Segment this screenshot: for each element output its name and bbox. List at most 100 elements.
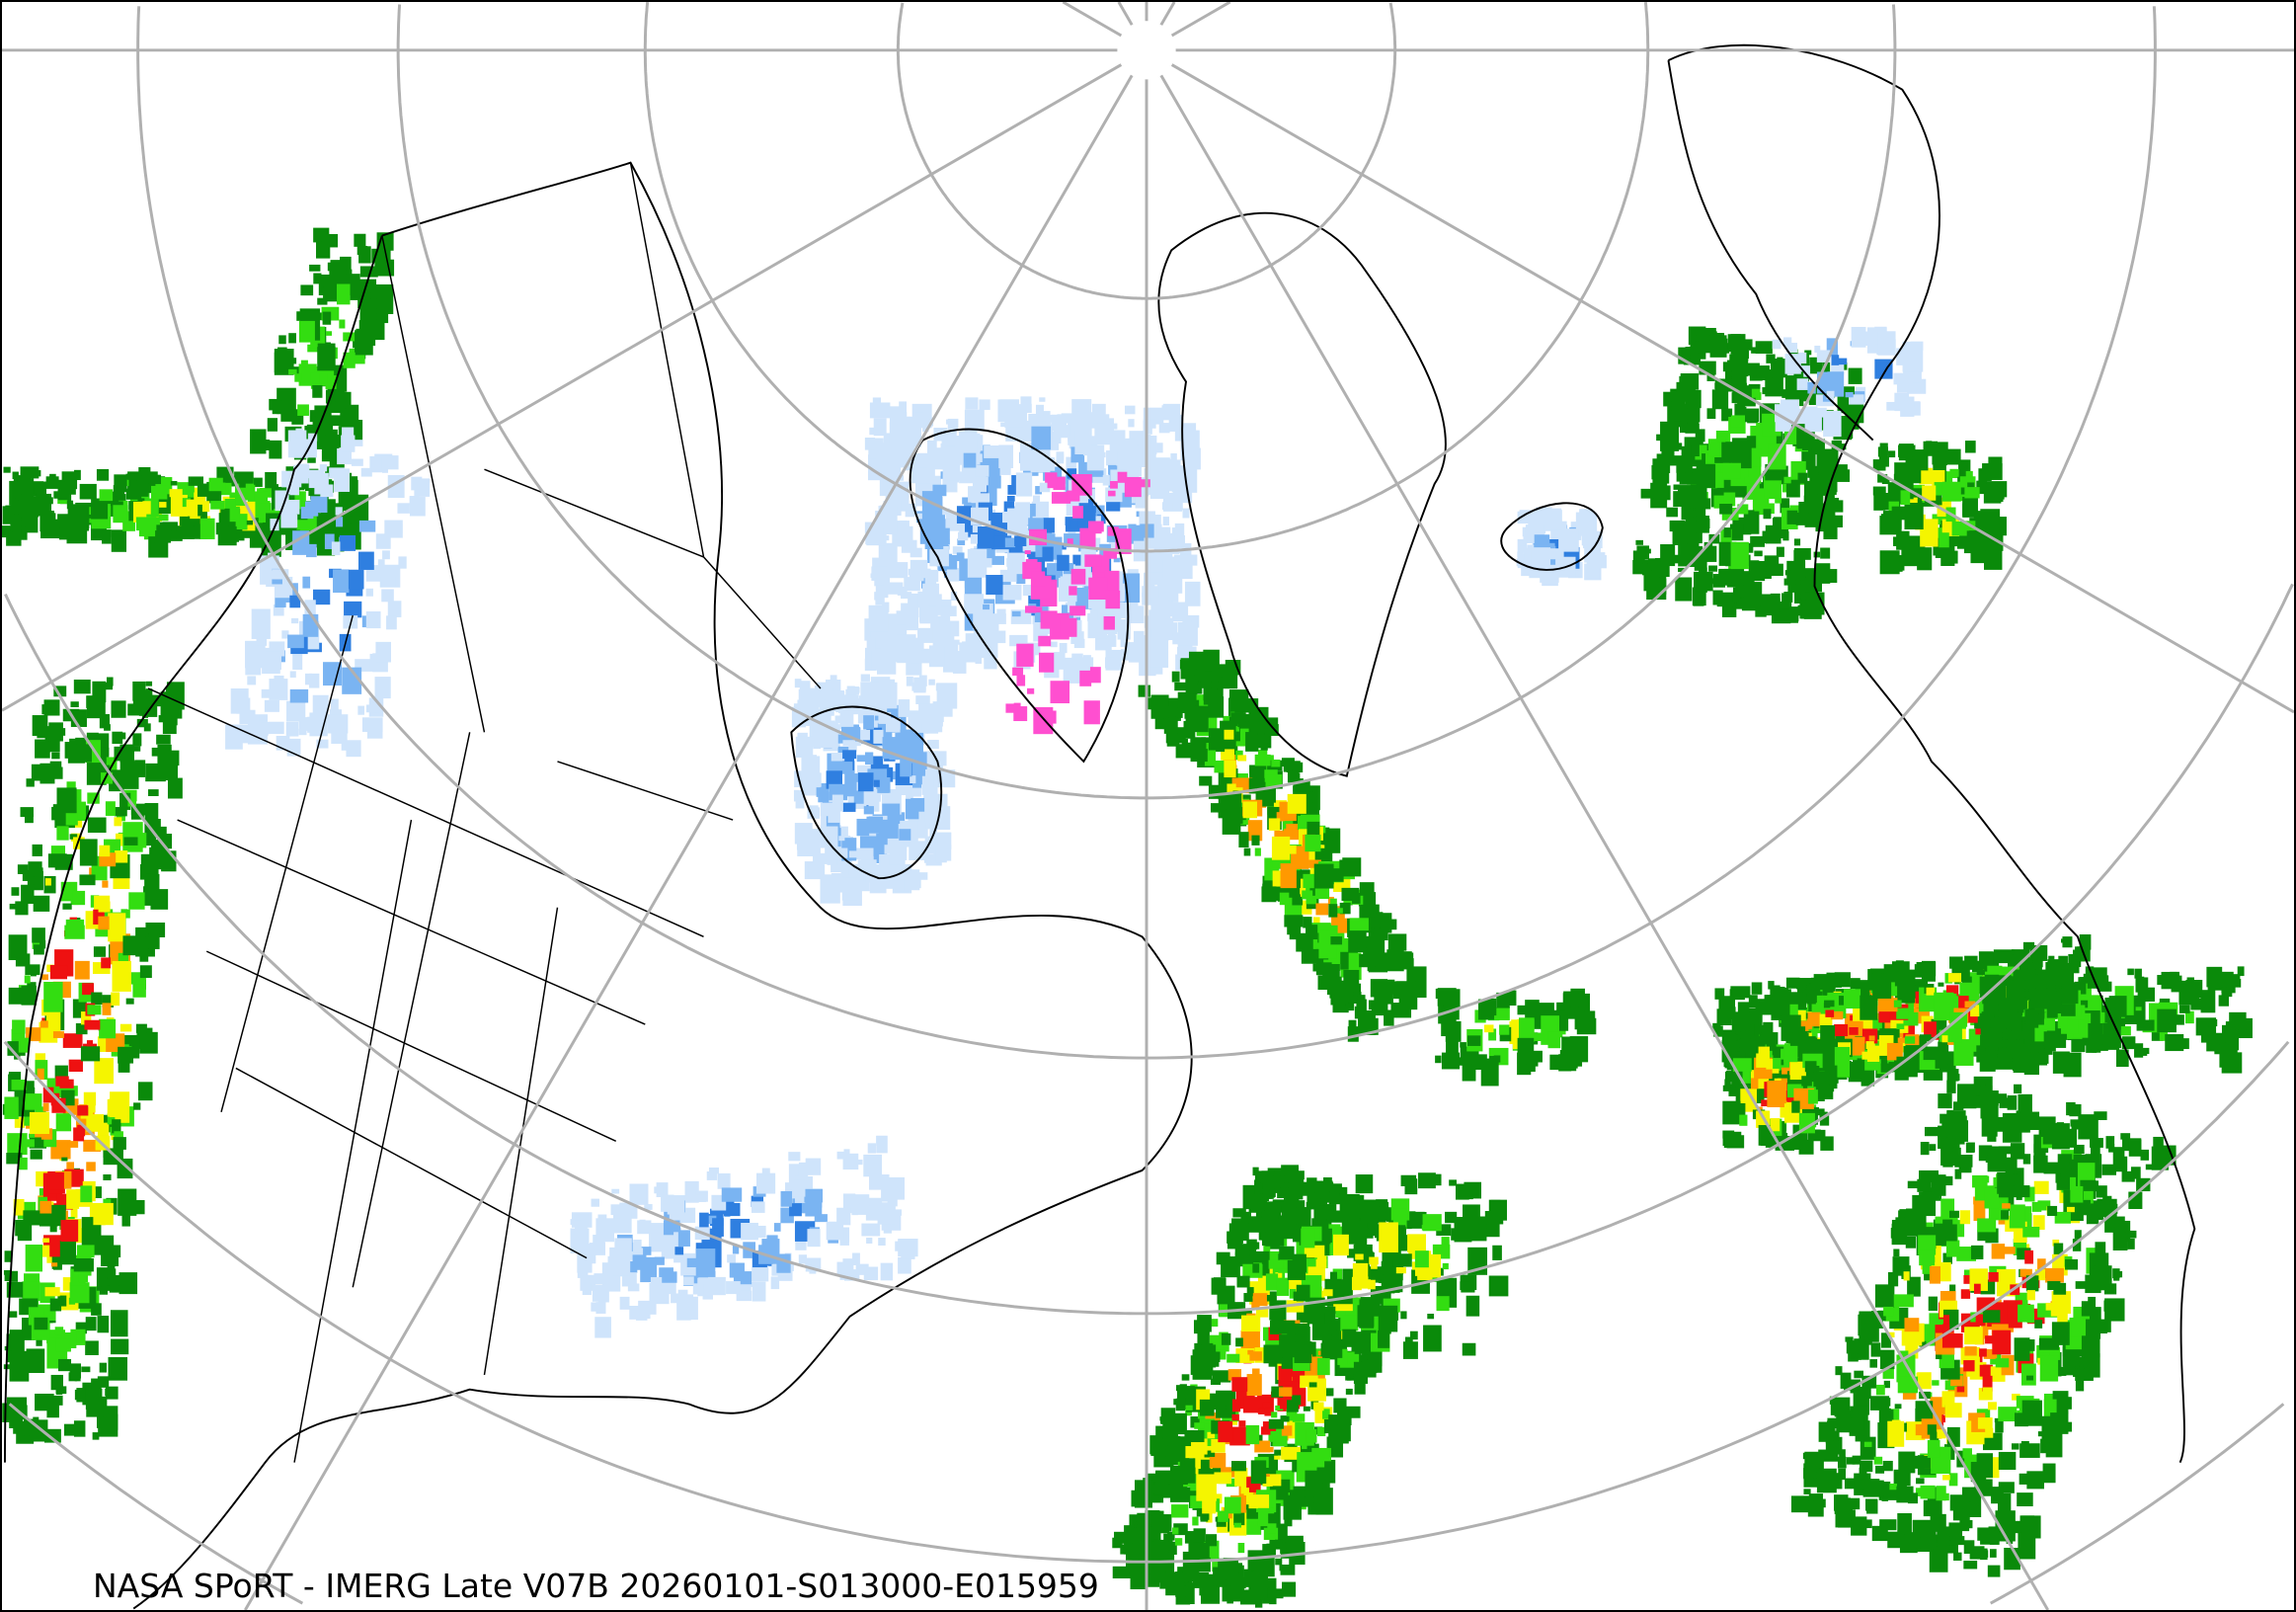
precip-cell [265, 471, 277, 489]
precip-cell [1039, 482, 1051, 493]
precip-cell [1846, 1457, 1856, 1465]
precip-cell [1743, 408, 1760, 423]
precip-cell [1168, 414, 1182, 432]
precip-cell [1351, 996, 1358, 1001]
precip-cell [1071, 474, 1092, 496]
precip-cell [135, 1023, 147, 1033]
precip-cell [1015, 472, 1033, 497]
precip-cell [1153, 534, 1171, 554]
precip-cell [1793, 538, 1801, 546]
precip-cell [1905, 1236, 1917, 1249]
precip-cell [87, 792, 100, 804]
precip-cell [1106, 635, 1117, 647]
precip-cell [2017, 1492, 2033, 1507]
precip-cell [2053, 1282, 2067, 1295]
precip-cell [1781, 593, 1792, 609]
precip-cell [878, 542, 898, 565]
precip-cell [1050, 681, 1070, 704]
precip-cell [176, 525, 195, 539]
precip-cell [360, 292, 371, 302]
precip-cell [1067, 538, 1073, 547]
precip-cell [70, 504, 90, 529]
precip-cell [2101, 1164, 2117, 1175]
precip-cell [1085, 506, 1096, 514]
precip-cell [21, 985, 37, 1006]
precip-cell [837, 847, 848, 858]
precip-cell [1642, 563, 1651, 573]
precip-cell [950, 591, 958, 602]
precip-cell [115, 850, 128, 863]
precip-cell [814, 852, 831, 864]
precip-cell [1043, 518, 1055, 533]
precip-cell [381, 455, 399, 470]
precip-cell [341, 435, 356, 452]
precip-cell [1949, 468, 1959, 479]
precip-cell [1545, 510, 1562, 530]
precip-cell [1223, 715, 1235, 724]
precip-cell [49, 1224, 57, 1233]
precip-cell [1693, 591, 1704, 606]
precip-cell [2120, 1133, 2131, 1140]
precip-cell [133, 1102, 141, 1110]
precip-cell [1120, 636, 1128, 648]
precip-cell [1107, 628, 1116, 640]
precip-cell [963, 452, 977, 468]
precip-cell [99, 1362, 108, 1373]
precip-cell [1050, 641, 1058, 648]
precip-cell [853, 790, 864, 804]
precip-cell [591, 1198, 599, 1207]
precip-cell [1823, 410, 1842, 438]
precip-cell [1224, 760, 1236, 778]
precip-cell [893, 489, 903, 499]
precip-cell [592, 1284, 609, 1302]
precip-cell [1987, 1146, 2007, 1172]
precip-cell [125, 998, 134, 1005]
precip-cell [42, 766, 63, 779]
precip-cell [857, 772, 874, 792]
precip-cell [927, 447, 948, 470]
precip-cell [167, 777, 183, 799]
precip-cell [1222, 674, 1238, 689]
precip-cell [1830, 1403, 1839, 1415]
precip-cell [66, 781, 76, 794]
precip-cell [32, 927, 45, 943]
precip-cell [1016, 675, 1026, 686]
precip-cell [1766, 354, 1776, 363]
precip-cell [34, 944, 44, 955]
precip-cell [85, 1388, 103, 1410]
precip-cell [1813, 1498, 1826, 1508]
precip-cell [2048, 955, 2055, 960]
precip-cell [285, 721, 299, 737]
precip-cell [92, 1432, 100, 1440]
precip-cell [12, 471, 19, 480]
precip-cell [983, 604, 990, 610]
precip-cell [1782, 530, 1789, 541]
precip-cell [1302, 890, 1313, 900]
precip-cell [1013, 702, 1021, 709]
precip-cell [1962, 503, 1975, 518]
precip-cell [901, 592, 912, 600]
precip-cell [717, 1172, 731, 1189]
precip-cell [1162, 578, 1183, 594]
precip-cell [288, 333, 296, 344]
precip-cell [34, 1317, 48, 1330]
precip-cell [876, 833, 888, 846]
precip-cell [1059, 643, 1068, 654]
precip-cell [1558, 528, 1579, 552]
precip-cell [24, 975, 31, 984]
precip-cell [101, 957, 112, 969]
precip-cell [1313, 863, 1334, 889]
precip-cell [682, 1276, 694, 1286]
precip-cell [20, 807, 34, 818]
precip-cell [1976, 969, 1985, 975]
precip-cell [873, 729, 884, 744]
precip-cell [1125, 605, 1145, 624]
precip-cell [1938, 1093, 1952, 1109]
precip-cell [1193, 1528, 1206, 1543]
precip-cell [60, 1219, 79, 1243]
precip-cell [898, 1256, 911, 1274]
precip-cell [134, 760, 146, 777]
precip-cell [133, 746, 141, 752]
precip-cell [1117, 471, 1128, 483]
precip-cell [1973, 1283, 1981, 1294]
